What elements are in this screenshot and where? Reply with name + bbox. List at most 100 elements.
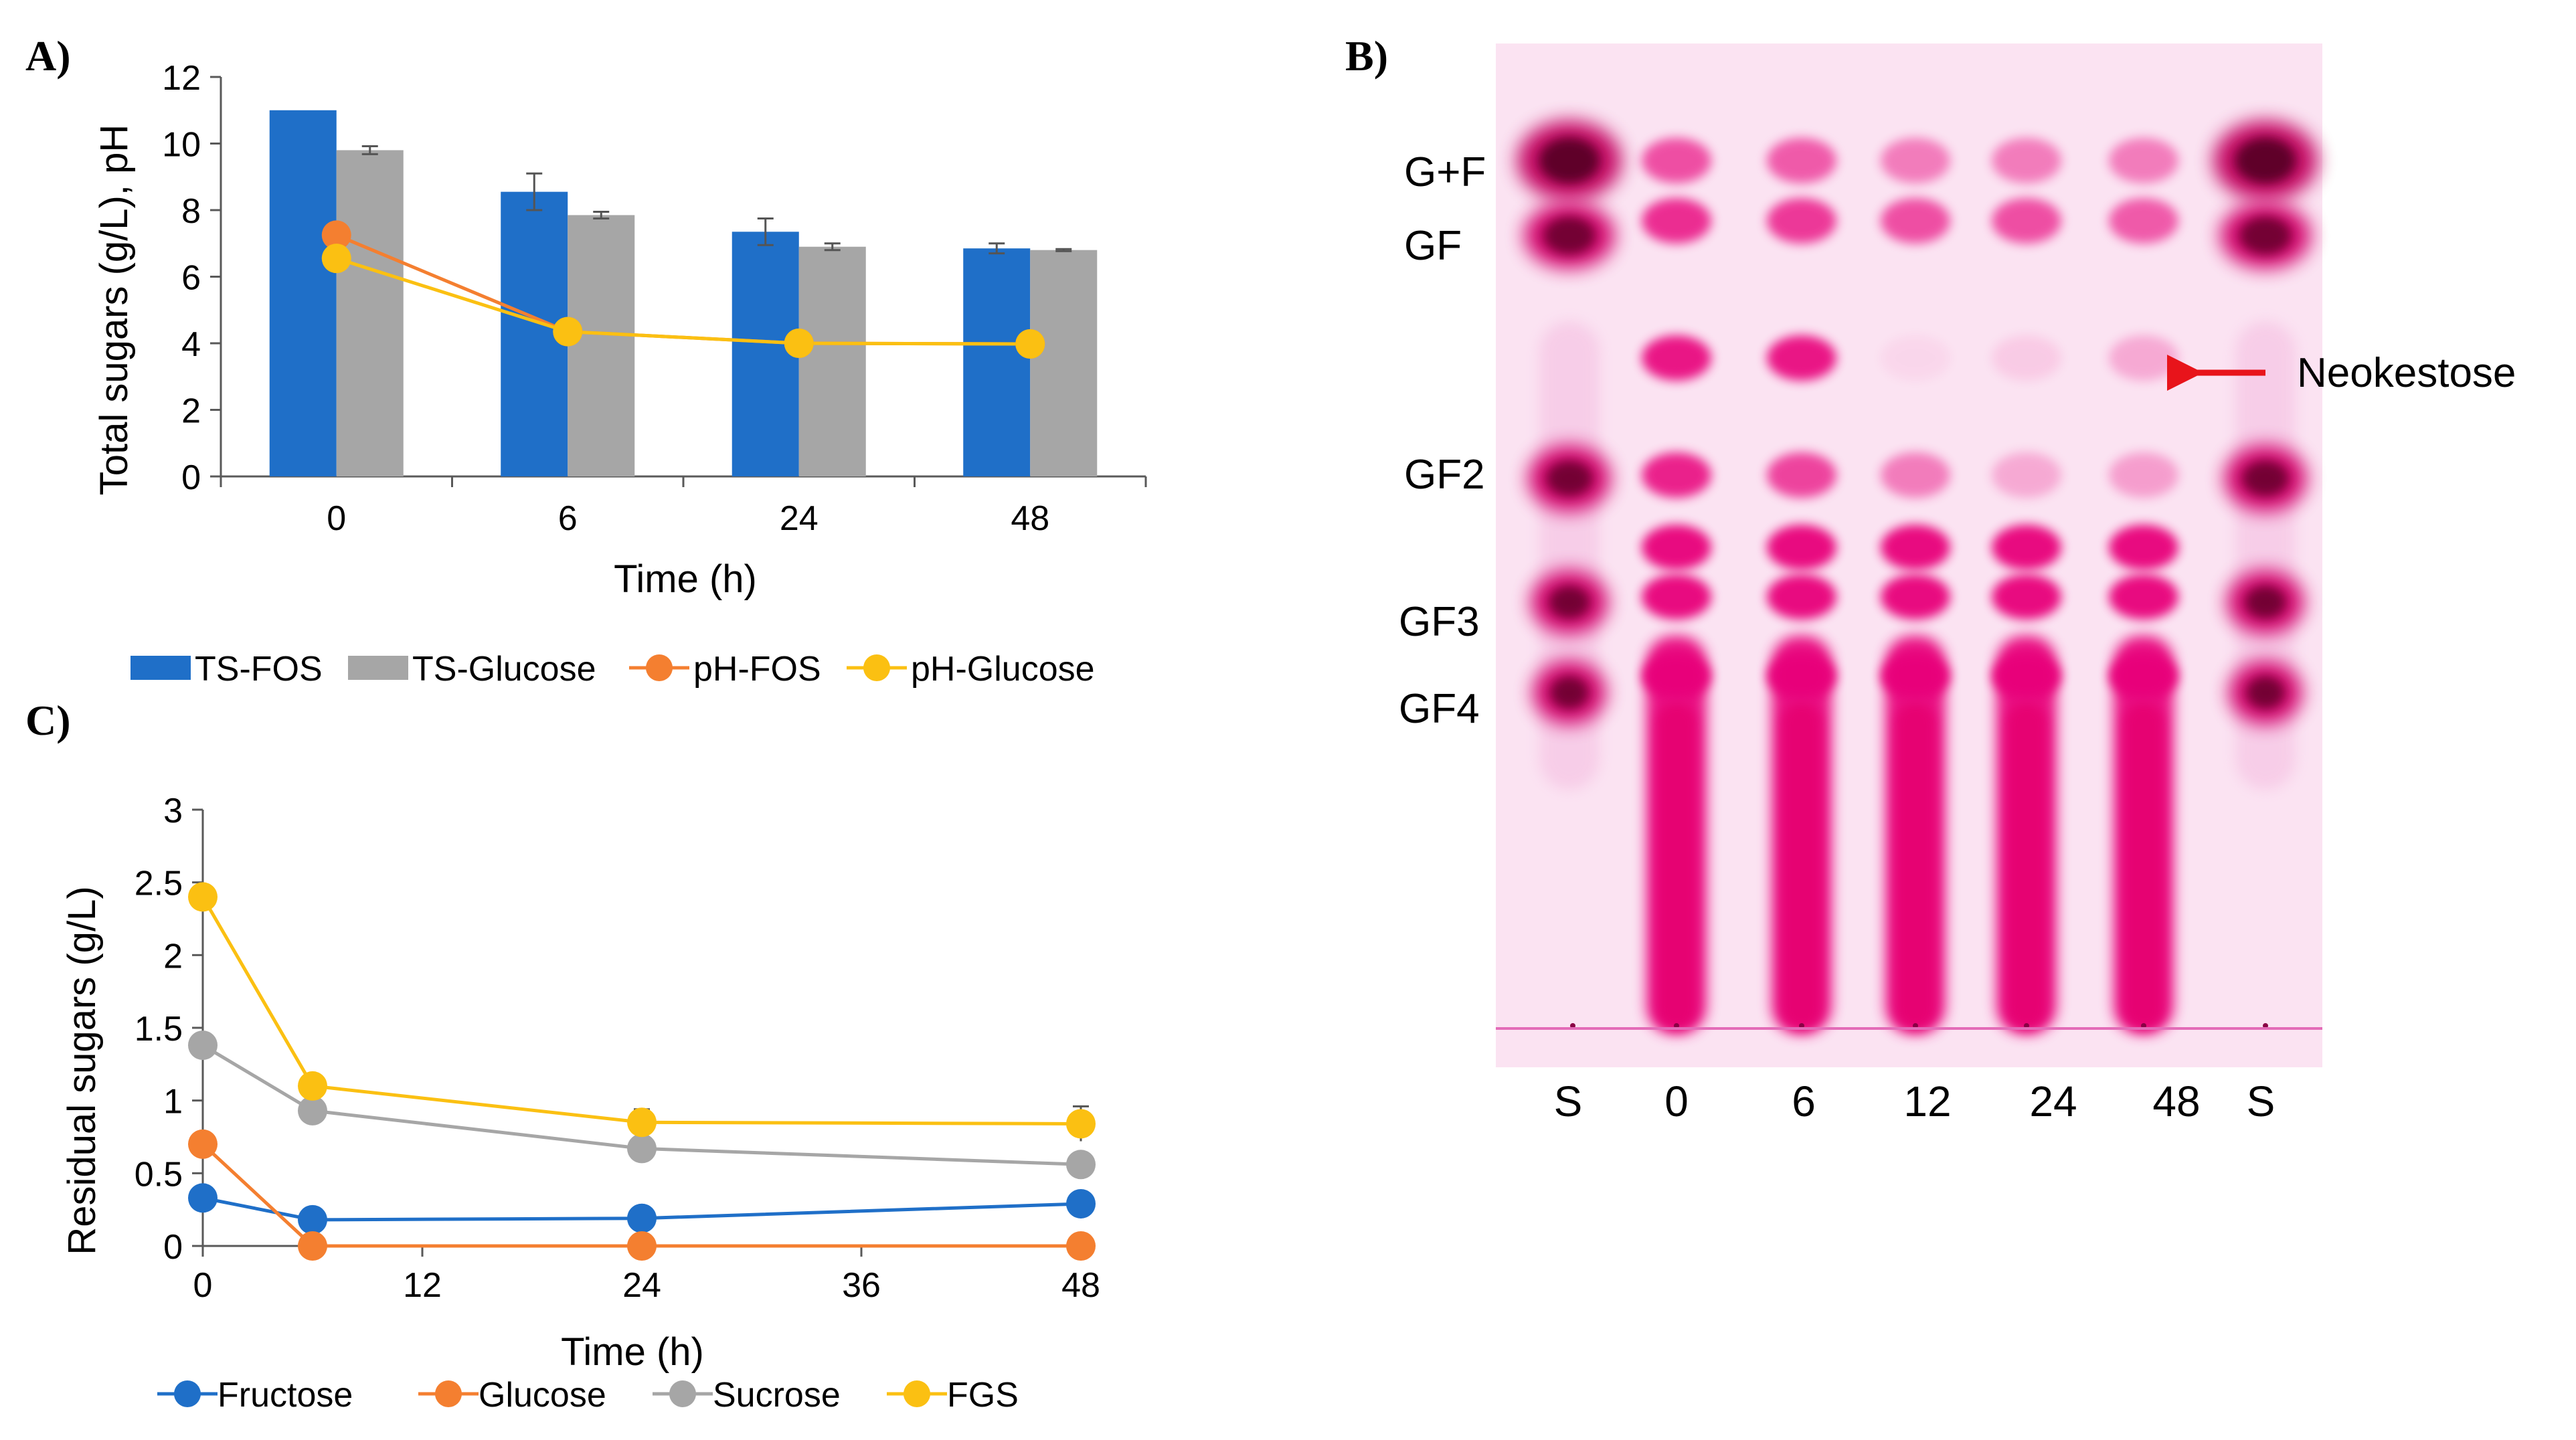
tlc-sample-spot-neokestose [1767, 335, 1836, 381]
panel-a-y-tick-label: 4 [181, 325, 201, 364]
tlc-sample-spot-gf2 [1642, 452, 1711, 498]
tlc-sample-spot-gf3b [1767, 574, 1836, 620]
panel-c-line-fgs [201, 896, 1082, 1126]
tlc-lane-label-48: 48 [2152, 1077, 2200, 1126]
legend-label: Sucrose [713, 1376, 841, 1415]
panel-c-point [188, 1183, 218, 1213]
panel-c-y-tick-label: 3 [163, 792, 183, 830]
tlc-lane-streaks [1539, 321, 2296, 1034]
panel-a-bar [732, 232, 799, 476]
panel-c-y-tick-label: 0.5 [135, 1155, 183, 1194]
panel-c-line-sucrose [201, 1043, 1082, 1166]
panel-a-x-tick-label: 6 [558, 499, 578, 538]
legend-marker [904, 1380, 930, 1407]
panel-c-point [298, 1231, 327, 1261]
tlc-sample-spot-gf3a [2109, 525, 2178, 570]
panel-c-ylabel: Residual sugars (g/L) [60, 886, 104, 1255]
panel-c-ticks: 0 0.5 1 1.5 2 2.5 3 0 12 24 36 48 [135, 792, 1100, 1305]
tlc-sample-spot-gf3b [1992, 574, 2061, 620]
tlc-lane-label-0: 0 [1664, 1077, 1689, 1126]
panel-c-axes [192, 808, 1082, 1257]
tlc-sample-spot-gf-mix [1992, 138, 2061, 183]
panel-c-y-tick-label: 2.5 [135, 865, 183, 903]
panel-a-x-tick-label: 0 [327, 499, 346, 538]
panel-c-point [627, 1203, 657, 1233]
panel-a-point [784, 329, 814, 358]
panel-label-c: C) [25, 697, 71, 744]
tlc-lane-label-s-right: S [2247, 1077, 2276, 1126]
tlc-standard-spot-gf4-core [1551, 677, 1588, 709]
panel-c-point [1066, 1150, 1096, 1180]
legend-marker [646, 654, 673, 681]
panel-c-point [627, 1107, 657, 1138]
tlc-sample-spot-gf3b [1642, 574, 1711, 620]
tlc-sample-spot-gf-mix [2109, 138, 2178, 183]
panel-c-y-tick-label: 1 [163, 1083, 183, 1121]
panel-c-x-tick-label: 48 [1061, 1266, 1100, 1305]
tlc-sample-streak-core [2006, 703, 2047, 1030]
panel-c-lines [188, 882, 1096, 1261]
tlc-sample-spot-gf-mix [1767, 138, 1836, 183]
panel-c-point [188, 882, 218, 912]
tlc-standard-spot-gf-core [1544, 217, 1595, 254]
tlc-sample-streak-core [1656, 703, 1697, 1030]
tlc-sample-spot-gf3b [1881, 574, 1950, 620]
panel-a-y-tick-label: 8 [181, 192, 201, 231]
tlc-standard-spot-gf3-core [1549, 586, 1590, 618]
panel-a-x-tick-label: 48 [1011, 499, 1049, 538]
tlc-sample-spot-gf4 [1767, 653, 1836, 699]
panel-a-line-ph-glucose [335, 256, 1031, 346]
panel-c-xlabel: Time (h) [561, 1330, 704, 1374]
panel-label-a: A) [25, 32, 71, 80]
legend-label: Fructose [218, 1376, 353, 1415]
tlc-band-label-gf3: GF3 [1399, 599, 1480, 645]
tlc-sample-streak-core [2124, 703, 2164, 1030]
tlc-sample-spot-neokestose [1881, 335, 1950, 381]
panel-c-chart: 0 0.5 1 1.5 2 2.5 3 0 12 24 36 48 Time (h) Residual… [60, 792, 1100, 1415]
tlc-sample-spot-gf3a [1881, 525, 1950, 570]
tlc-sample-spot-gf2 [2109, 452, 2178, 498]
tlc-band-label-gf2: GF2 [1404, 452, 1485, 498]
legend-label: pH-FOS [693, 650, 821, 689]
tlc-sample-spot-gf4 [1642, 653, 1711, 699]
tlc-band-label-gf: GF [1404, 223, 1462, 269]
panel-c-line-glucose [201, 1143, 1081, 1248]
legend-label: Glucose [479, 1376, 606, 1415]
legend-marker [863, 654, 890, 681]
tlc-sample-spot-gf3a [1642, 525, 1711, 570]
neokestose-label: Neokestose [2297, 350, 2516, 396]
tlc-sample-spot-gf [1642, 198, 1711, 244]
panel-c-point [188, 1030, 218, 1061]
panel-a-x-tick-label: 24 [780, 499, 819, 538]
legend-marker [174, 1380, 201, 1407]
legend-label: pH-Glucose [911, 650, 1095, 689]
panel-c-y-tick-label: 0 [163, 1228, 183, 1267]
panel-a-legend: TS-FOS TS-Glucose pH-FOS pH-Glucose [131, 650, 1095, 689]
tlc-sample-spot-gf2 [1992, 452, 2061, 498]
panel-c-point [298, 1095, 327, 1126]
tlc-spots [1517, 120, 2318, 1028]
tlc-lane-label-s-left: S [1554, 1077, 1583, 1126]
panel-a-point [1015, 329, 1045, 359]
tlc-band-label-gf-mix: G+F [1404, 149, 1486, 195]
panel-c-point [298, 1071, 327, 1101]
panel-c-y-tick-label: 2 [163, 937, 183, 976]
panel-a-xlabel: Time (h) [614, 557, 757, 601]
legend-marker [435, 1380, 462, 1407]
tlc-sample-spot-gf2 [1767, 452, 1836, 498]
panel-a-point [321, 244, 351, 274]
tlc-sample-spot-neokestose [1992, 335, 2061, 381]
panel-a-bar [798, 246, 866, 476]
legend-swatch [348, 656, 408, 680]
panel-a-y-tick-label: 6 [181, 259, 201, 298]
panel-a-lines [321, 220, 1045, 359]
panel-b-tlc-plate: G+F GF GF2 GF3 GF4 Neokestose S 0 6 12 2… [1399, 43, 2516, 1126]
tlc-sample-spot-gf3a [1992, 525, 2061, 570]
panel-a-bar [1030, 250, 1098, 476]
panel-c-x-tick-label: 12 [403, 1266, 442, 1305]
tlc-sample-spot-gf [1881, 198, 1950, 244]
panel-a-bar [269, 110, 337, 476]
